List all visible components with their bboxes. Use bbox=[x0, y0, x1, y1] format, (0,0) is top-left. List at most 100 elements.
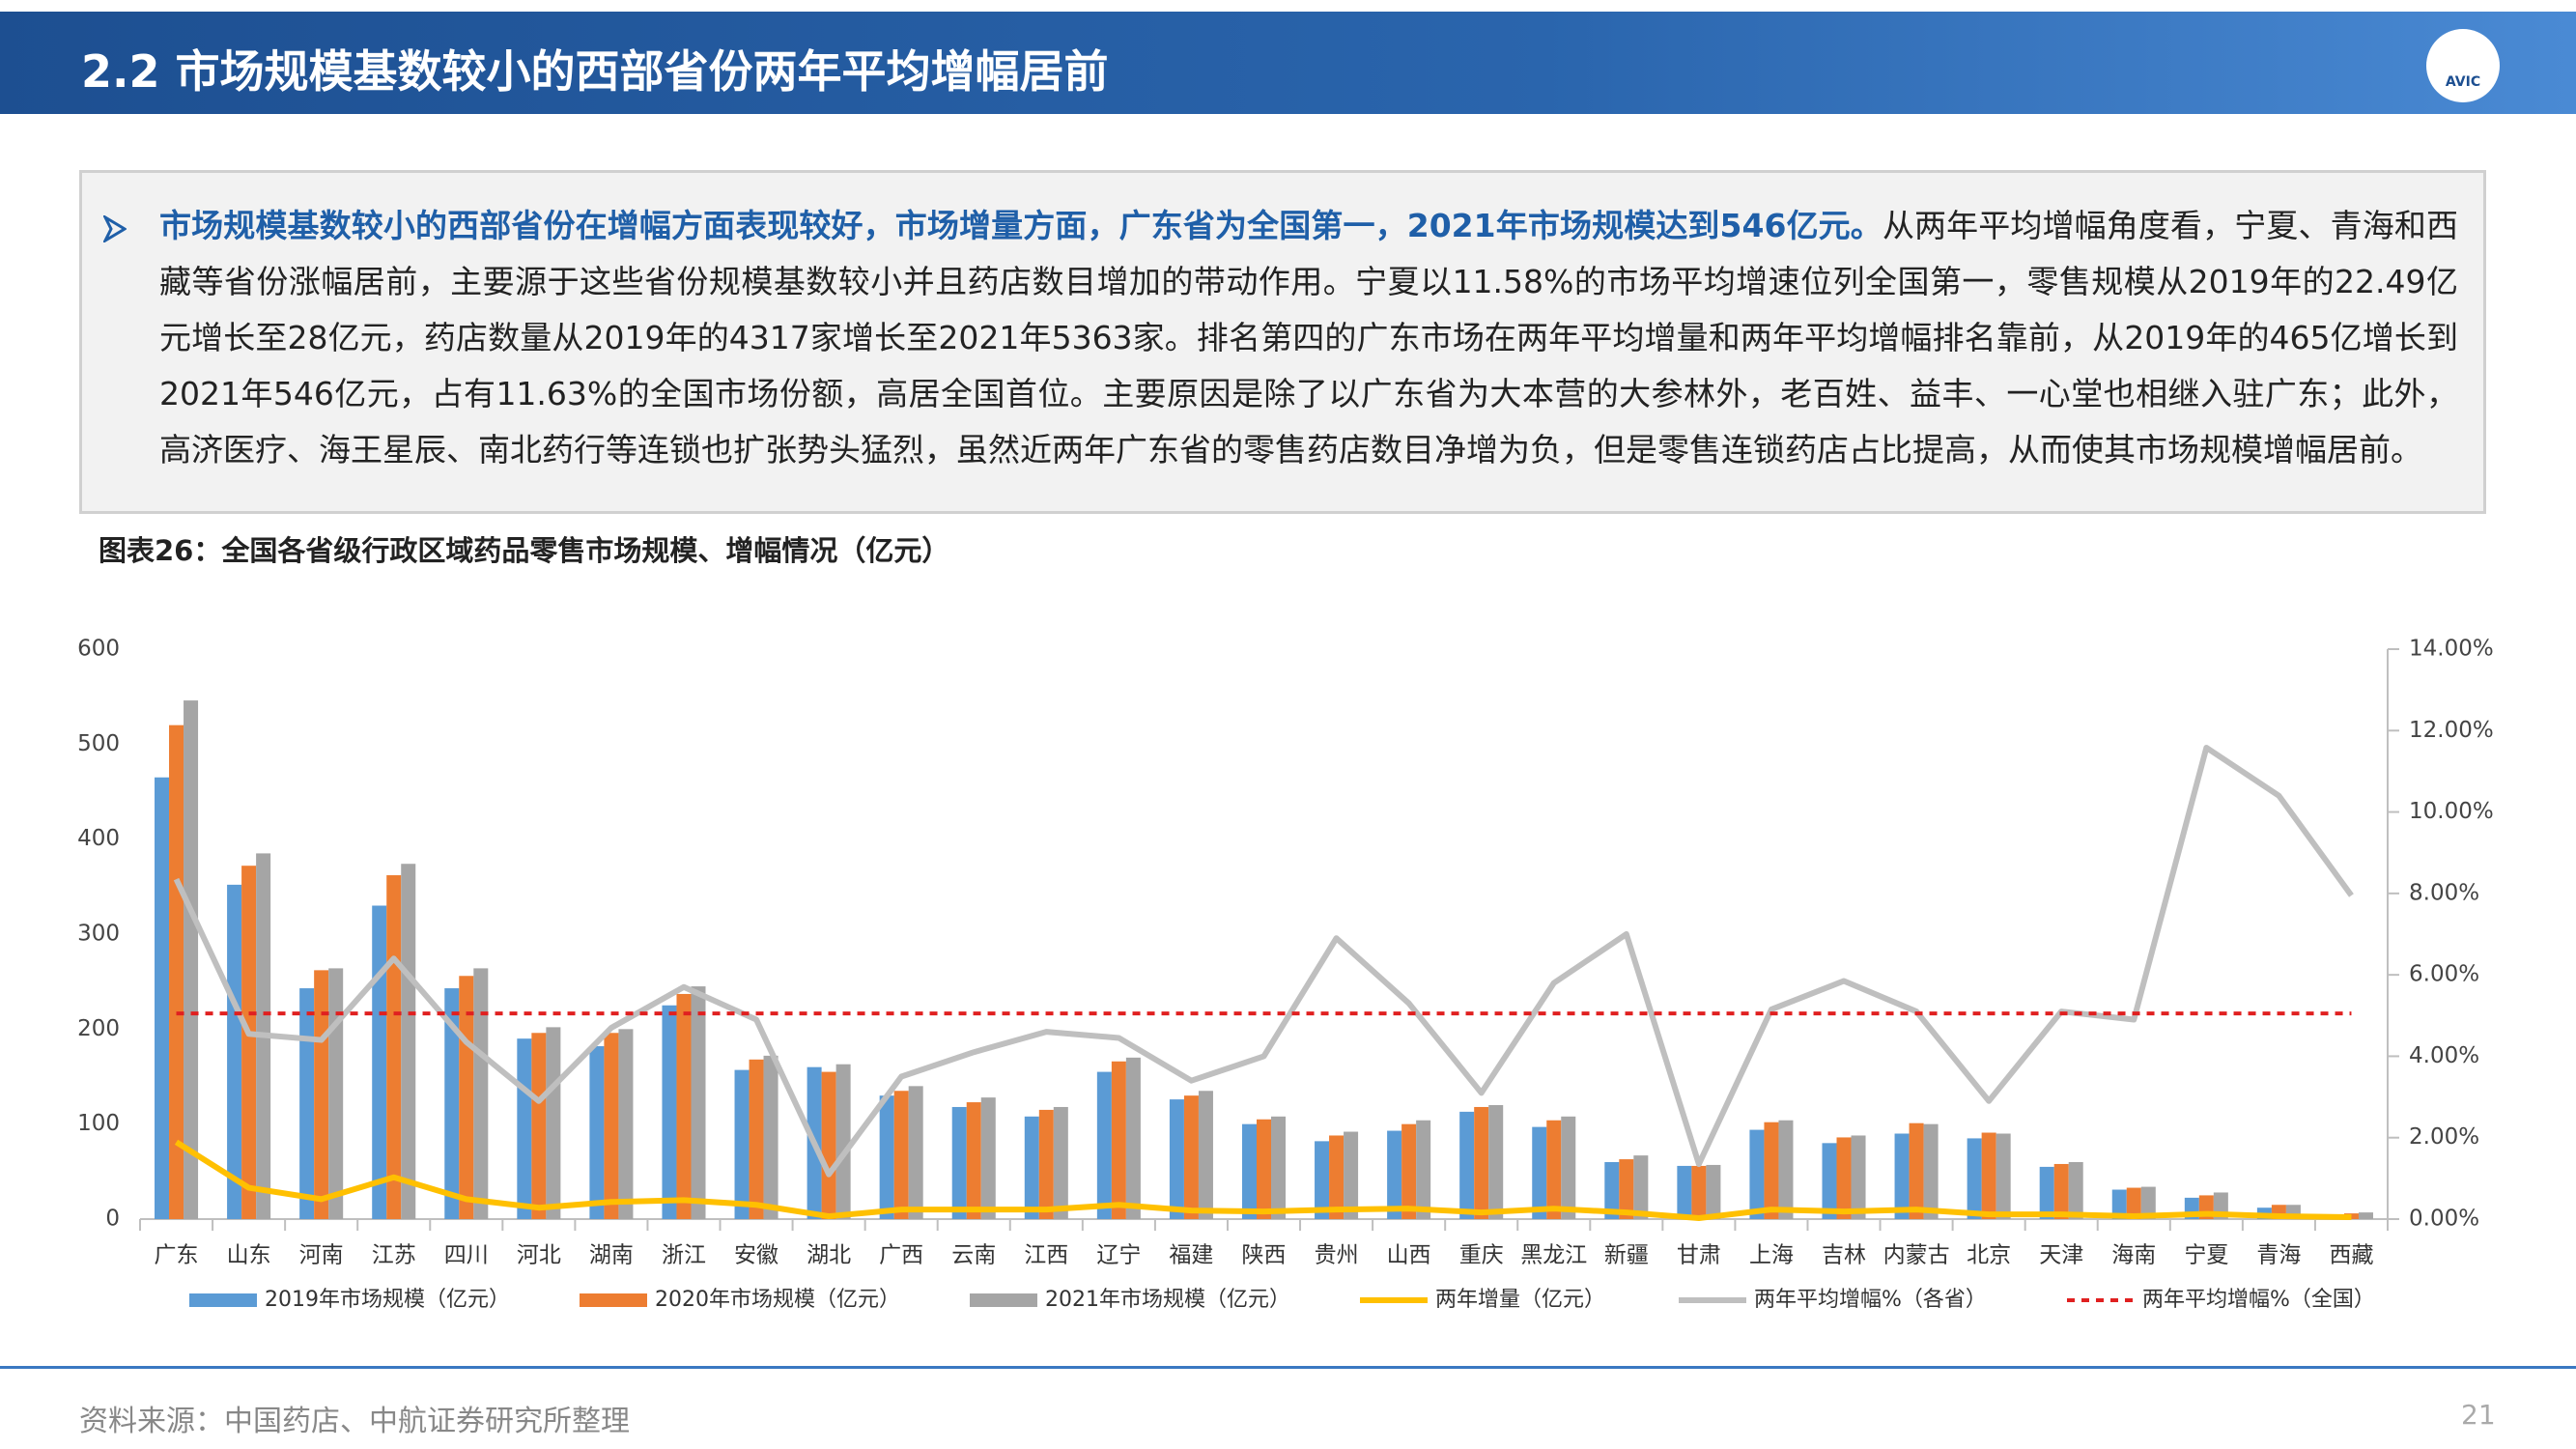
x-tick-label: 云南 bbox=[951, 1243, 996, 1268]
bar bbox=[169, 724, 184, 1219]
bar bbox=[314, 970, 329, 1219]
bar bbox=[517, 1038, 532, 1219]
bar bbox=[1401, 1123, 1417, 1219]
bar bbox=[1241, 1123, 1257, 1219]
x-tick-label: 山西 bbox=[1387, 1243, 1431, 1268]
x-tick-label: 陕西 bbox=[1242, 1243, 1287, 1268]
legend-swatch bbox=[970, 1293, 1037, 1307]
y-tick-label: 100 bbox=[77, 1111, 120, 1136]
bar bbox=[1344, 1131, 1359, 1219]
x-tick-label: 甘肃 bbox=[1677, 1243, 1721, 1268]
y-tick-label: 200 bbox=[77, 1016, 120, 1041]
chart-title: 图表26：全国各省级行政区域药品零售市场规模、增幅情况（亿元） bbox=[99, 534, 949, 567]
x-tick-label: 河北 bbox=[517, 1243, 561, 1268]
bar bbox=[1822, 1143, 1837, 1219]
x-tick-label: 辽宁 bbox=[1096, 1243, 1141, 1268]
y-tick-label: 300 bbox=[77, 922, 120, 947]
bar bbox=[1894, 1133, 1910, 1219]
bar bbox=[734, 1069, 750, 1219]
legend-swatch bbox=[189, 1293, 257, 1307]
bar bbox=[1619, 1159, 1634, 1219]
bar bbox=[1387, 1130, 1402, 1219]
bar bbox=[1125, 1057, 1141, 1219]
bar bbox=[1459, 1111, 1475, 1219]
x-tick-label: 山东 bbox=[227, 1243, 271, 1268]
bar bbox=[1691, 1165, 1707, 1219]
x-tick-label: 湖北 bbox=[807, 1243, 851, 1268]
bar bbox=[908, 1086, 923, 1219]
bar bbox=[1329, 1135, 1345, 1219]
bar bbox=[1836, 1137, 1852, 1219]
legend-label: 2021年市场规模（亿元） bbox=[1045, 1288, 1290, 1312]
bar bbox=[1169, 1099, 1184, 1219]
slide-title: 2.2 市场规模基数较小的西部省份两年平均增幅居前 bbox=[81, 45, 1109, 98]
x-tick-label: 宁夏 bbox=[2184, 1243, 2228, 1268]
x-tick-label: 湖南 bbox=[589, 1243, 634, 1268]
bar bbox=[155, 777, 170, 1219]
bar bbox=[1038, 1109, 1054, 1219]
bar bbox=[227, 884, 242, 1219]
x-tick-label: 北京 bbox=[1967, 1243, 2011, 1268]
bar bbox=[1532, 1126, 1547, 1219]
x-tick-label: 黑龙江 bbox=[1520, 1243, 1587, 1268]
y-tick-label: 0 bbox=[105, 1207, 120, 1232]
bar bbox=[604, 1033, 619, 1219]
bar bbox=[879, 1095, 894, 1219]
x-tick-label: 福建 bbox=[1169, 1243, 1213, 1268]
bar bbox=[1416, 1120, 1431, 1219]
bar bbox=[184, 700, 199, 1219]
bar bbox=[2053, 1163, 2069, 1219]
bar bbox=[386, 875, 402, 1219]
x-tick-label: 海南 bbox=[2111, 1243, 2156, 1268]
bar bbox=[2126, 1187, 2141, 1219]
summary-box: 市场规模基数较小的西部省份在增幅方面表现较好，市场增量方面，广东省为全国第一，2… bbox=[79, 170, 2486, 514]
bar bbox=[1764, 1122, 1779, 1219]
x-tick-label: 贵州 bbox=[1315, 1243, 1359, 1268]
legend-label: 两年平均增幅%（各省） bbox=[1754, 1288, 1987, 1312]
footer-line bbox=[0, 1366, 2576, 1369]
x-tick-label: 浙江 bbox=[662, 1243, 706, 1268]
chart: 图表26：全国各省级行政区域药品零售市场规模、增幅情况（亿元） 0 100 200 3… bbox=[77, 534, 2494, 1312]
bar bbox=[1633, 1155, 1649, 1219]
x-tick-label: 江西 bbox=[1024, 1243, 1068, 1268]
bar bbox=[531, 1033, 547, 1219]
bar bbox=[401, 864, 416, 1219]
summary-body: 从两年平均增幅角度看，宁夏、青海和西藏等省份涨幅居前，主要源于这些省份规模基数较… bbox=[159, 207, 2459, 469]
bar bbox=[1706, 1164, 1721, 1219]
bar bbox=[966, 1102, 981, 1219]
bar bbox=[1096, 1071, 1112, 1219]
bar bbox=[299, 988, 315, 1219]
bar bbox=[835, 1064, 851, 1219]
x-tick-label: 天津 bbox=[2039, 1243, 2083, 1268]
line bbox=[174, 1139, 2352, 1222]
x-tick-label: 内蒙古 bbox=[1883, 1243, 1950, 1268]
bar bbox=[1111, 1061, 1126, 1219]
y2-tick-label: 8.00% bbox=[2409, 880, 2479, 905]
bar bbox=[328, 968, 344, 1219]
y-tick-label: 500 bbox=[77, 731, 120, 756]
y2-tick-label: 4.00% bbox=[2409, 1043, 2479, 1068]
bar bbox=[2039, 1166, 2054, 1219]
bar bbox=[241, 866, 257, 1219]
bar bbox=[676, 993, 692, 1219]
legend-swatch bbox=[580, 1293, 647, 1307]
bar bbox=[1604, 1162, 1620, 1219]
x-tick-label: 广东 bbox=[155, 1243, 199, 1268]
bar bbox=[1749, 1129, 1765, 1219]
bar bbox=[372, 905, 387, 1219]
x-tick-label: 广西 bbox=[879, 1243, 923, 1268]
bar bbox=[1967, 1138, 1982, 1219]
bar bbox=[1474, 1106, 1489, 1219]
bar bbox=[893, 1091, 909, 1219]
bar bbox=[1909, 1122, 1924, 1219]
bar bbox=[473, 968, 489, 1219]
bar bbox=[1271, 1116, 1287, 1219]
bar bbox=[2111, 1189, 2127, 1219]
bar bbox=[1256, 1119, 1272, 1219]
bar bbox=[589, 1046, 605, 1219]
x-tick-label: 新疆 bbox=[1604, 1243, 1649, 1268]
legend-label: 两年增量（亿元） bbox=[1435, 1288, 1605, 1312]
bar bbox=[546, 1027, 561, 1219]
y2-tick-label: 12.00% bbox=[2409, 718, 2494, 743]
